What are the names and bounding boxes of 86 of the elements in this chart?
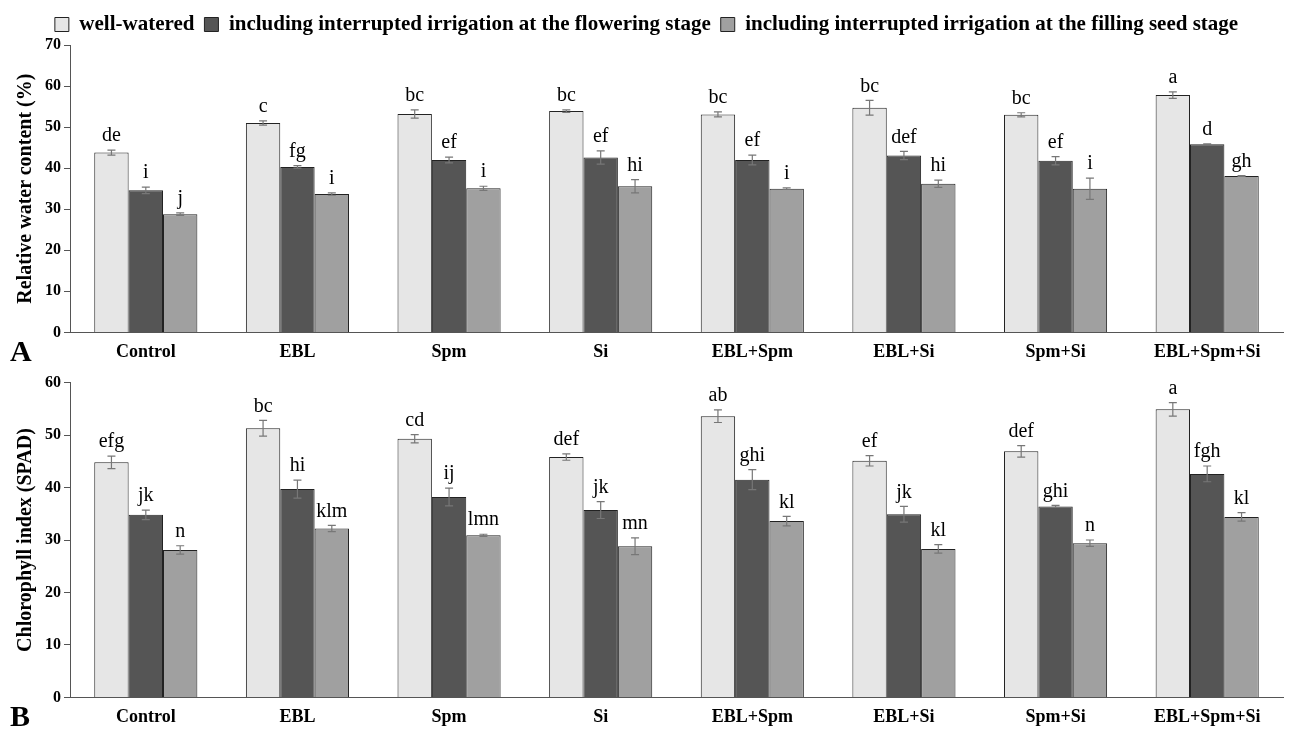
- y-tick-label: 20: [45, 240, 61, 258]
- text: A: [10, 333, 32, 367]
- data-label: a: [1168, 375, 1178, 398]
- legend-label: including interrupted irrigation at the filling seed stage: [745, 10, 1239, 35]
- x-tick-label: Spm+Si: [1025, 340, 1086, 361]
- data-label: bc: [1011, 85, 1031, 108]
- data-label: a: [1168, 65, 1178, 88]
- data-label: kl: [930, 517, 947, 540]
- y-tick-label: 0: [53, 322, 61, 340]
- x-tick-label: EBL+Si: [873, 705, 935, 726]
- data-label: ef: [861, 428, 878, 451]
- y-axis-title: Relative water content (%): [13, 73, 37, 304]
- data-label: hi: [627, 152, 644, 175]
- y-tick-label: 20: [45, 582, 61, 600]
- data-label: bc: [405, 83, 425, 106]
- data-label: kl: [1233, 485, 1250, 508]
- data-label: klm: [316, 498, 348, 521]
- data-label: i: [783, 161, 790, 184]
- data-label: hi: [930, 153, 947, 176]
- data-label: def: [1008, 418, 1035, 441]
- y-tick-label: 70: [45, 35, 61, 53]
- x-tick-label: EBL+Spm: [711, 340, 793, 361]
- data-label: cd: [405, 407, 425, 430]
- data-label: lmn: [467, 507, 499, 530]
- data-label: kl: [778, 489, 795, 512]
- x-tick-label: Control: [115, 340, 176, 361]
- y-tick-label: 40: [45, 158, 61, 176]
- data-label: i: [480, 159, 487, 182]
- legend-label: well-watered: [79, 10, 195, 35]
- x-tick-label: Si: [593, 705, 609, 726]
- y-tick-label: 10: [45, 635, 61, 653]
- data-label: i: [329, 166, 336, 189]
- y-tick-label: 50: [45, 117, 61, 135]
- data-label: ef: [592, 124, 609, 147]
- data-label: n: [1084, 513, 1095, 536]
- y-tick-label: 60: [45, 76, 61, 94]
- y-axis-title: Chlorophyll index (SPAD): [13, 428, 37, 652]
- data-label: bc: [556, 83, 576, 106]
- data-label: i: [143, 160, 150, 183]
- data-label: j: [176, 186, 183, 210]
- x-tick-label: EBL: [279, 340, 316, 361]
- text: B: [10, 698, 31, 732]
- y-tick-label: 40: [45, 477, 61, 495]
- x-tick-label: EBL+Spm: [711, 705, 793, 726]
- y-tick-label: 10: [45, 281, 61, 299]
- data-label: efg: [98, 429, 125, 453]
- data-label: c: [258, 94, 268, 117]
- data-label: def: [891, 124, 918, 147]
- data-label: de: [102, 123, 121, 146]
- y-tick-label: 0: [53, 687, 61, 705]
- data-label: hi: [289, 453, 306, 476]
- data-label: ab: [708, 383, 728, 406]
- y-tick-label: 60: [45, 372, 61, 390]
- data-label: bc: [253, 393, 273, 416]
- data-label: bc: [860, 73, 880, 96]
- x-tick-label: Si: [593, 340, 609, 361]
- data-label: n: [175, 519, 186, 542]
- data-label: jk: [137, 483, 154, 507]
- x-tick-label: Spm: [431, 340, 467, 361]
- x-tick-label: EBL+Spm+Si: [1153, 340, 1261, 361]
- data-label: ij: [443, 461, 455, 485]
- data-label: jk: [895, 479, 912, 503]
- x-tick-label: EBL: [279, 705, 316, 726]
- data-label: fg: [289, 138, 306, 162]
- legend-label: including interrupted irrigation at the flowering stage: [228, 10, 711, 35]
- data-label: bc: [708, 85, 728, 108]
- x-tick-label: Spm: [431, 705, 467, 726]
- data-label: ef: [1047, 129, 1064, 152]
- y-tick-label: 30: [45, 530, 61, 548]
- x-tick-label: Control: [115, 705, 176, 726]
- data-label: fgh: [1193, 439, 1221, 463]
- x-tick-label: EBL+Si: [873, 340, 935, 361]
- data-label: ghi: [739, 442, 766, 466]
- data-label: mn: [622, 511, 648, 534]
- y-tick-label: 50: [45, 425, 61, 443]
- y-tick-label: 30: [45, 199, 61, 217]
- data-label: ghi: [1042, 478, 1069, 502]
- data-label: d: [1202, 117, 1213, 140]
- data-label: ef: [441, 130, 458, 153]
- data-label: def: [553, 427, 580, 450]
- x-tick-label: EBL+Spm+Si: [1153, 705, 1261, 726]
- data-label: gh: [1231, 148, 1252, 172]
- data-label: i: [1087, 151, 1094, 174]
- data-label: jk: [591, 474, 609, 498]
- data-label: ef: [744, 128, 761, 151]
- x-tick-label: Spm+Si: [1025, 705, 1086, 726]
